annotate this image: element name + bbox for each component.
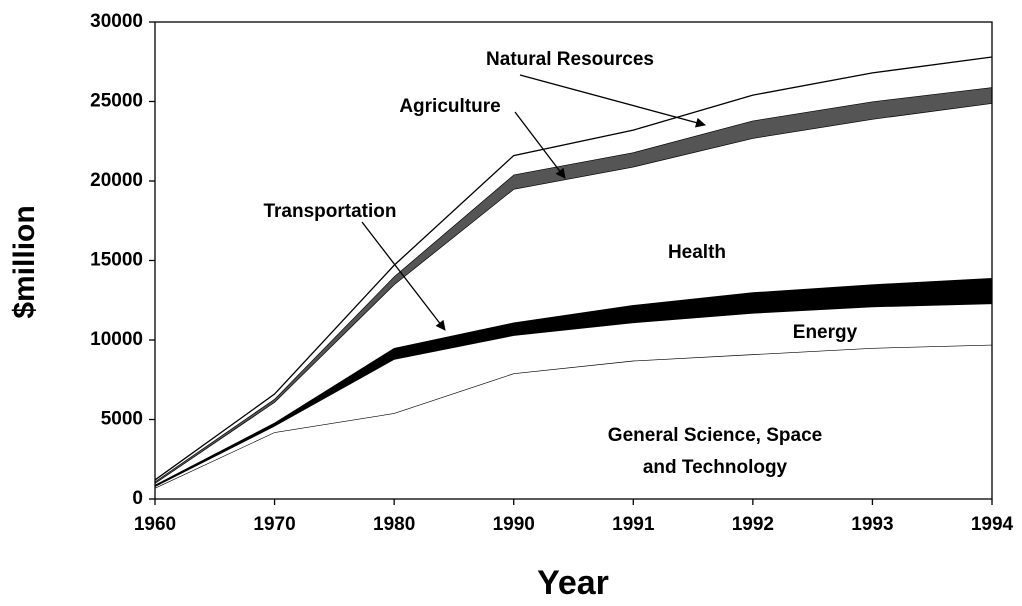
x-tick-label: 1994	[971, 514, 1014, 535]
series-label: Natural Resources	[486, 49, 654, 70]
x-axis-title: Year	[537, 564, 609, 602]
arrow	[519, 74, 706, 128]
area	[155, 103, 992, 485]
area	[155, 277, 992, 487]
y-tick-label: 0	[132, 488, 143, 509]
series-label: General Science, Space and Technology	[607, 425, 823, 478]
x-tick-label: 1993	[851, 514, 893, 535]
y-tick-label: 30000	[90, 11, 143, 32]
x-tick-label: 1992	[732, 514, 774, 535]
y-axis-title: $million	[8, 205, 41, 318]
arrow	[514, 111, 566, 179]
area-top-line	[154, 56, 993, 481]
y-tick-label: 15000	[90, 250, 143, 271]
area	[155, 303, 992, 488]
x-tick-label: 1991	[612, 514, 655, 535]
series-label: Health	[667, 242, 727, 263]
series-label: Transportation	[263, 201, 397, 222]
area	[155, 87, 992, 484]
x-tick-label: 1970	[253, 514, 295, 535]
y-tick-label: 25000	[90, 91, 143, 112]
arrow	[361, 221, 446, 331]
area	[155, 344, 992, 499]
x-tick-label: 1980	[373, 514, 415, 535]
y-tick-label: 10000	[90, 329, 143, 350]
series-label: Agriculture	[399, 96, 501, 117]
x-tick-label: 1960	[134, 514, 176, 535]
y-tick-label: 20000	[90, 170, 143, 191]
series-label: Energy	[792, 322, 858, 343]
x-tick-label: 1990	[493, 514, 535, 535]
y-tick-label: 5000	[101, 409, 143, 430]
